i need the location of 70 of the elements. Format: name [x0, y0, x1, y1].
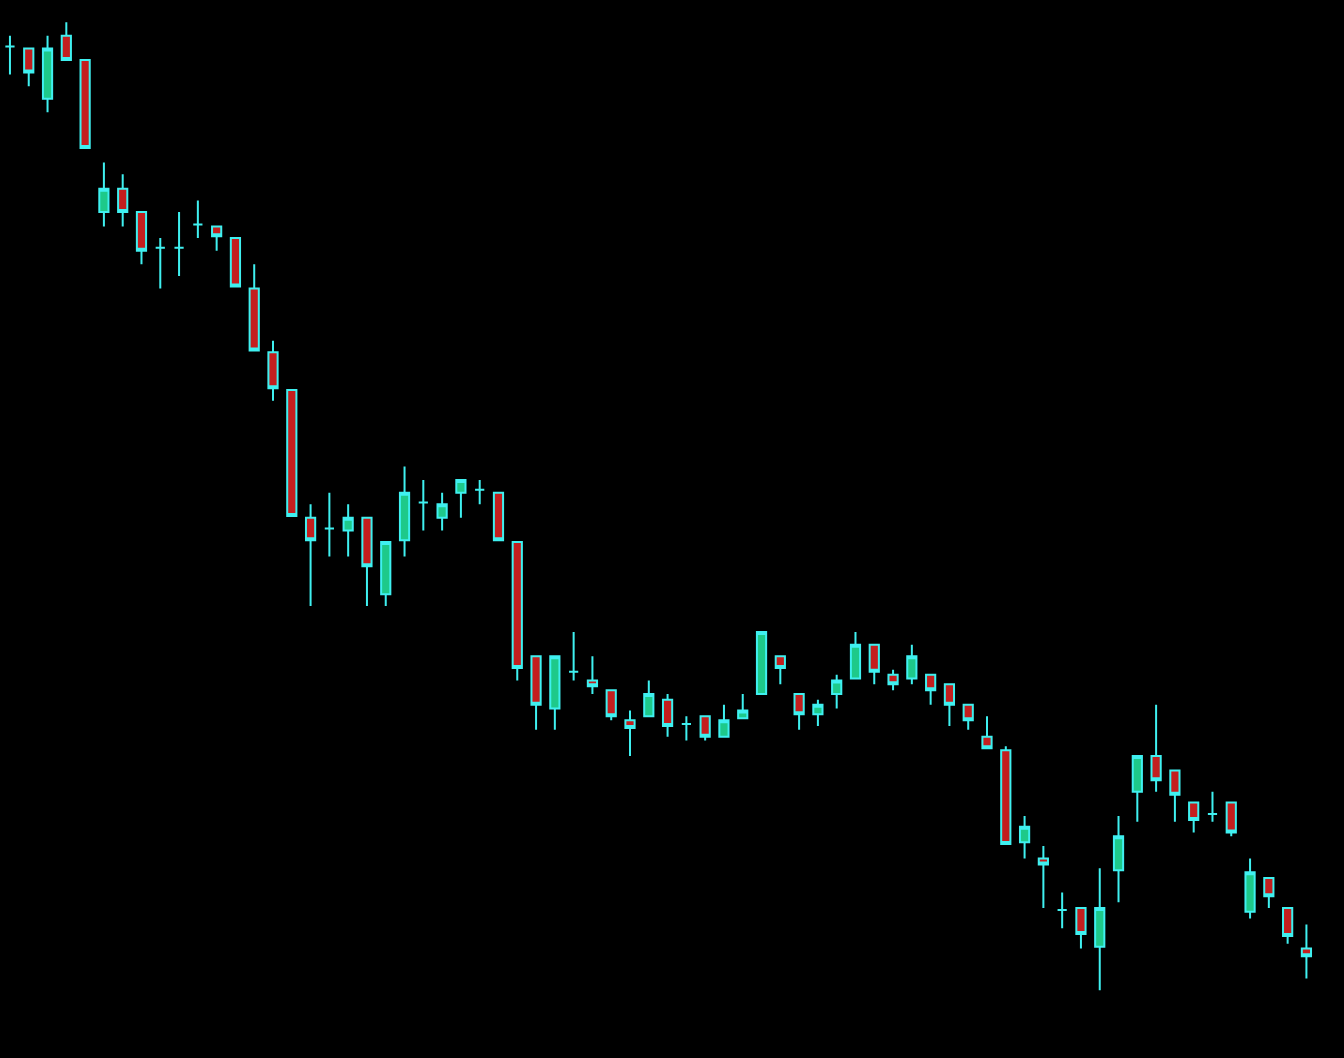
candlestick [511, 541, 523, 682]
candlestick [1150, 703, 1162, 793]
candlestick [831, 673, 843, 710]
candlestick [1244, 857, 1256, 920]
candlestick [4, 34, 16, 76]
candlestick [1112, 815, 1125, 904]
candlestick [755, 631, 768, 696]
candlestick [549, 655, 561, 731]
candlestick [1169, 769, 1181, 823]
candlestick [943, 683, 956, 727]
candlestick [248, 263, 260, 352]
candlestick [680, 715, 692, 742]
candlestick [286, 389, 298, 517]
candlestick [1018, 815, 1031, 860]
candlestick [361, 516, 373, 607]
candlestick [737, 693, 749, 720]
candlestick [417, 479, 429, 532]
candlestick [98, 161, 110, 228]
candlestick [868, 643, 880, 686]
candlestick [173, 210, 185, 277]
candlestick [380, 541, 392, 607]
candlestick [192, 199, 204, 240]
candlestick [661, 693, 674, 738]
candlestick [925, 673, 937, 706]
candlestick [436, 491, 448, 532]
candlestick [474, 479, 486, 506]
candlestick [906, 643, 918, 686]
candlestick [135, 210, 148, 266]
candlestick [1263, 876, 1275, 909]
candlestick [887, 668, 899, 692]
candlestick [774, 655, 786, 686]
candlestick [154, 237, 166, 290]
candlestick [1225, 801, 1237, 838]
candlestick [812, 698, 824, 727]
candlestick [117, 173, 129, 228]
candlestick [60, 21, 72, 62]
candlestick [624, 709, 636, 757]
candlestick [1206, 790, 1219, 823]
candlestick [643, 679, 655, 718]
candlestick [718, 703, 730, 738]
candlestick [455, 479, 467, 519]
candlestick [1094, 867, 1106, 992]
candlestick [211, 225, 223, 252]
candlestick [793, 693, 805, 731]
candlestick [1188, 801, 1200, 834]
candlestick [304, 503, 317, 607]
candlestick [530, 655, 542, 731]
candlestick [962, 703, 974, 731]
candlestick [1075, 906, 1087, 950]
candlestick [41, 34, 54, 114]
candlestick [342, 503, 354, 558]
candlestick [1131, 755, 1143, 823]
candlestick [267, 339, 279, 402]
candlestick [699, 715, 711, 742]
candlestick [229, 237, 242, 288]
candlestick [849, 631, 862, 680]
candlestick [398, 465, 411, 558]
candlestick [79, 59, 91, 150]
candlestick [23, 47, 35, 88]
candlestick [1000, 745, 1012, 846]
candlestick [568, 631, 580, 682]
candlestick [1037, 845, 1049, 909]
candlestick [1056, 891, 1068, 930]
candlestick [1282, 906, 1294, 945]
candlestick [605, 689, 617, 722]
candlestick [323, 491, 335, 558]
candlestick [586, 655, 599, 696]
candlestick [1300, 923, 1313, 980]
candlestick [981, 715, 993, 750]
candlestick [492, 491, 505, 542]
